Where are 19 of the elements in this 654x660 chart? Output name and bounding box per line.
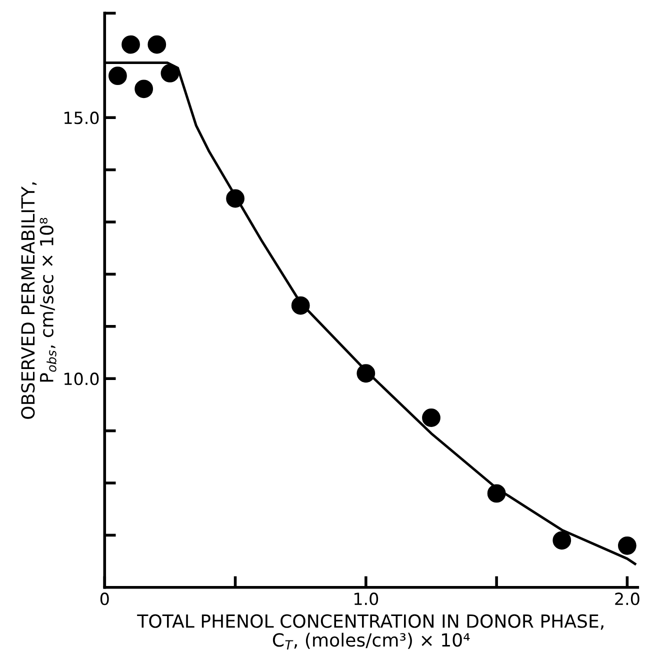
x-tick-label: 2.0 [615,592,640,606]
point [148,35,166,54]
y-axis-title: OBSERVED PERMEABILITY, P$_{obs}$, cm/sec × 10⁸ [21,182,56,419]
point [487,484,506,503]
point [291,296,310,315]
x-tick-label: 1.0 [354,592,378,606]
point [618,536,636,555]
point [122,35,140,54]
x-axis-title: TOTAL PHENOL CONCENTRATION IN DONOR PHASE, C$_{T}$, (moles/cm³) × 10⁴ [137,614,604,650]
point [226,189,244,208]
y-tick-label: 15.0 [64,112,99,124]
point [160,64,180,82]
point [422,408,440,427]
point [552,531,572,550]
y-tick-label: 10.0 [64,372,99,386]
point [108,66,127,86]
point [134,80,154,98]
x-tick-label: 0 [100,592,109,606]
point [356,364,376,383]
